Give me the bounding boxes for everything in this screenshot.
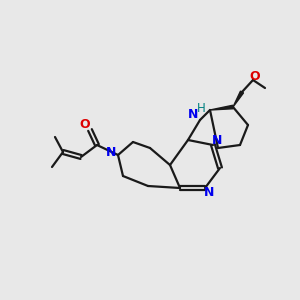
Text: O: O	[80, 118, 90, 131]
Text: H: H	[196, 103, 206, 116]
Text: O: O	[250, 70, 260, 83]
Text: N: N	[106, 146, 116, 160]
Polygon shape	[233, 91, 244, 107]
Text: N: N	[212, 134, 222, 146]
Text: N: N	[188, 109, 198, 122]
Polygon shape	[210, 105, 233, 110]
Text: N: N	[204, 187, 214, 200]
